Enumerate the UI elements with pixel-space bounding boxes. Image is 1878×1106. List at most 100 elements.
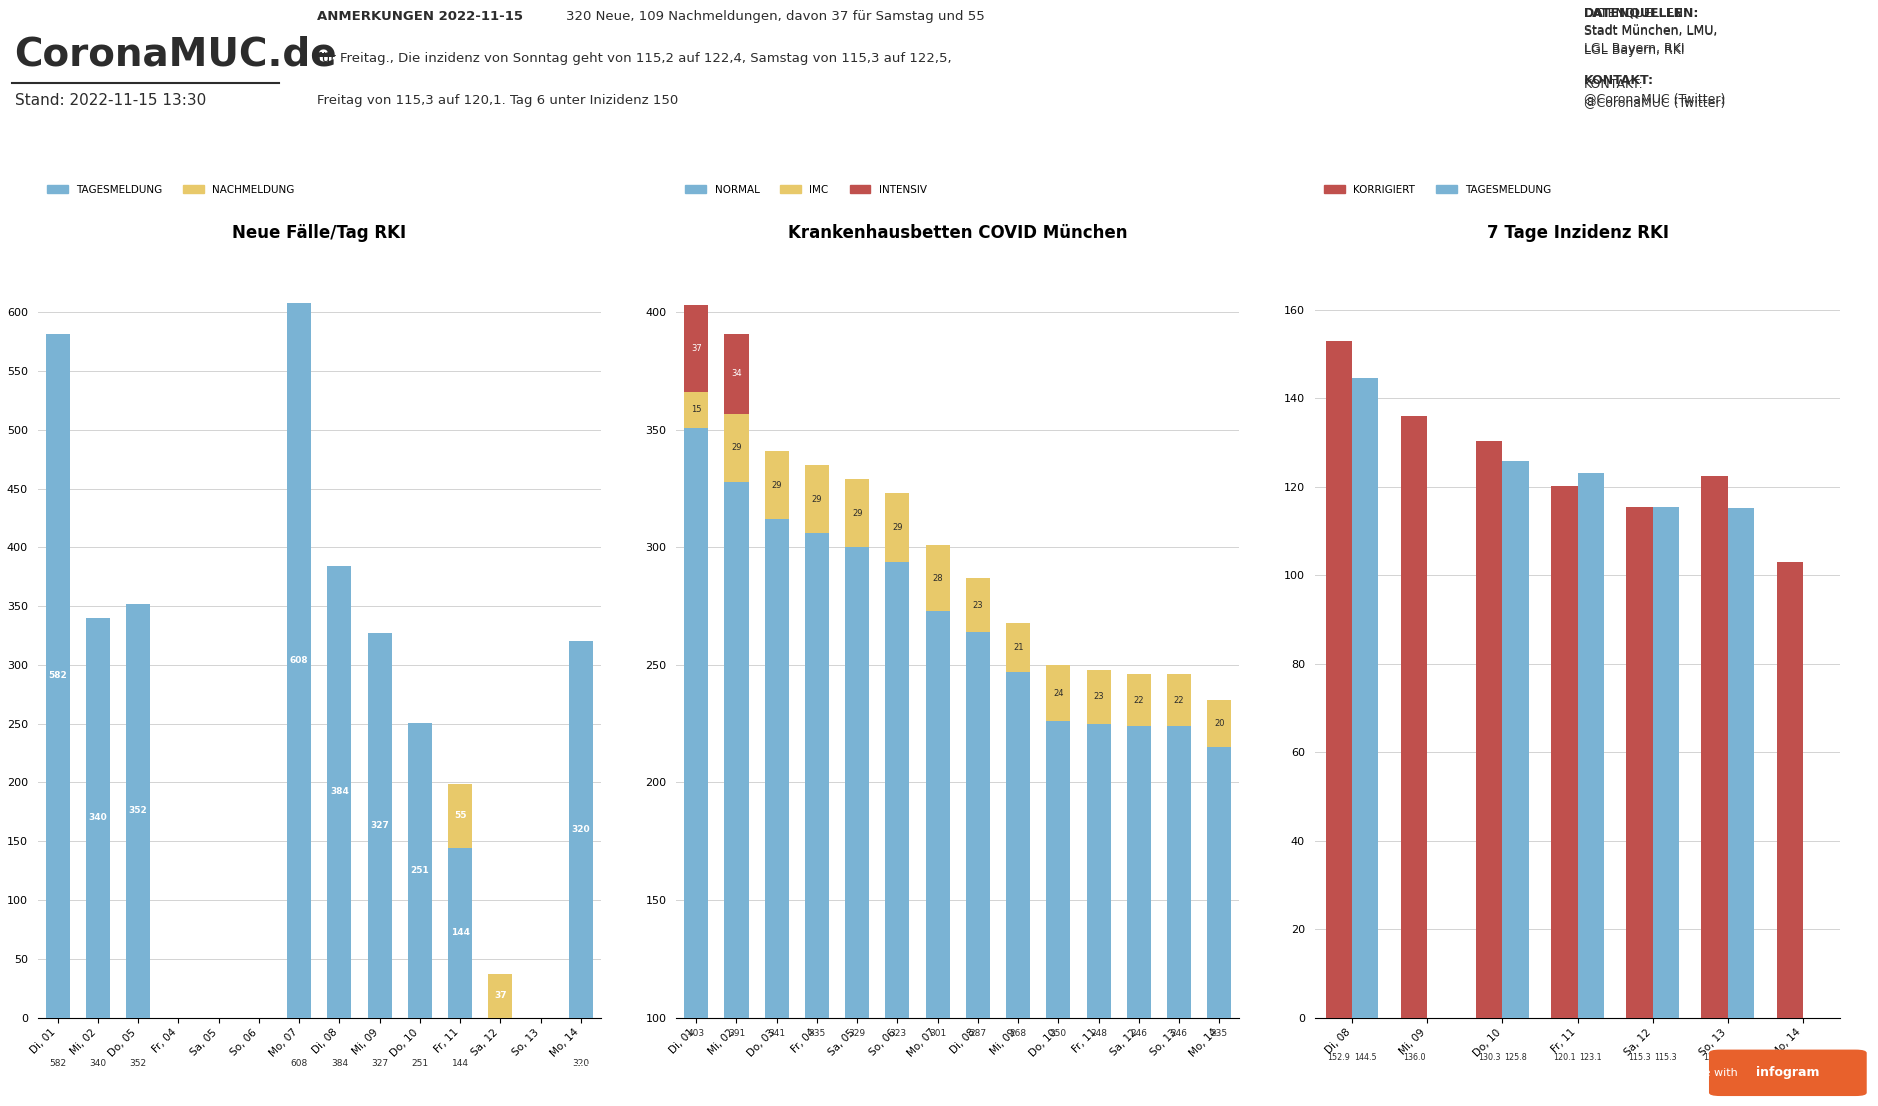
Text: 115.2: 115.2 [1730, 1053, 1752, 1062]
Text: REPRODUKTIONSWERT: REPRODUKTIONSWERT [1332, 137, 1485, 150]
Text: Di-Sa, nicht nach
Feiertagen: Di-Sa, nicht nach Feiertagen [1671, 209, 1773, 239]
Text: 37: 37 [691, 344, 702, 354]
Text: 29: 29 [811, 494, 823, 504]
Text: DATENQUELLEN:: DATENQUELLEN: [1583, 7, 1700, 20]
Bar [1087, 723, 1110, 1106]
Bar [1208, 748, 1232, 1106]
Text: +428: +428 [100, 178, 214, 216]
Bar [1046, 665, 1070, 721]
Legend: TAGESMELDUNG, NACHMELDUNG: TAGESMELDUNG, NACHMELDUNG [43, 180, 299, 199]
Text: 384: 384 [331, 1058, 347, 1067]
Text: 352: 352 [130, 1058, 146, 1067]
Text: 122.5: 122.5 [1703, 1053, 1726, 1062]
Text: 320: 320 [573, 1058, 590, 1067]
Bar [764, 519, 789, 1106]
Text: 103,0: 103,0 [1660, 178, 1782, 216]
Bar [1626, 508, 1653, 1018]
Bar [449, 784, 471, 848]
Bar [965, 578, 990, 632]
Bar [1701, 476, 1728, 1018]
Text: Gesamt: 694.673: Gesamt: 694.673 [105, 226, 208, 239]
Text: Freitag von 115,3 auf 120,1. Tag 6 unter Inizidenz 150: Freitag von 115,3 auf 120,1. Tag 6 unter… [317, 94, 678, 107]
Bar [1127, 675, 1151, 726]
Legend: KORRIGIERT, TAGESMELDUNG: KORRIGIERT, TAGESMELDUNG [1320, 180, 1555, 199]
Bar [449, 848, 471, 1018]
Legend: NORMAL, IMC, INTENSIV: NORMAL, IMC, INTENSIV [682, 180, 931, 199]
Text: @CoronaMUC (Twitter): @CoronaMUC (Twitter) [1583, 92, 1726, 105]
Text: 20: 20 [1213, 719, 1224, 728]
Text: 123.1: 123.1 [1579, 1053, 1602, 1062]
Bar [1352, 378, 1378, 1018]
Text: 250: 250 [1050, 1030, 1067, 1039]
Text: 287: 287 [969, 1030, 986, 1039]
Text: 320: 320 [571, 825, 590, 834]
Text: 582: 582 [49, 1058, 66, 1067]
Text: 34: 34 [731, 369, 742, 378]
Text: +1: +1 [439, 178, 500, 216]
Text: 352: 352 [130, 806, 148, 815]
Text: Stand: 2022-11-15 13:30: Stand: 2022-11-15 13:30 [15, 93, 207, 108]
Text: 582: 582 [49, 671, 68, 680]
Bar [45, 334, 69, 1018]
Bar [1401, 416, 1427, 1018]
FancyBboxPatch shape [1709, 1050, 1867, 1096]
Text: infogram: infogram [1756, 1066, 1820, 1079]
Text: 144: 144 [451, 928, 470, 938]
Bar [1166, 675, 1191, 726]
Text: 329: 329 [849, 1030, 866, 1039]
Text: 335: 335 [808, 1030, 826, 1039]
Text: 28: 28 [931, 574, 943, 583]
Text: Gesamt: 2.345: Gesamt: 2.345 [426, 226, 513, 239]
Bar [684, 428, 708, 1106]
Bar [1208, 700, 1232, 748]
Text: 327: 327 [372, 1058, 389, 1067]
Text: für Freitag., Die inzidenz von Sonntag geht von 115,2 auf 122,4, Samstag von 115: für Freitag., Die inzidenz von Sonntag g… [317, 52, 952, 65]
Bar [1127, 726, 1151, 1106]
Bar [1087, 669, 1110, 723]
Bar [806, 533, 828, 1106]
Text: 136.0: 136.0 [1403, 1053, 1425, 1062]
Text: ⬆ Share: ⬆ Share [38, 1066, 88, 1079]
Text: 24: 24 [1054, 689, 1063, 698]
Text: 403: 403 [687, 1030, 704, 1039]
Bar [764, 451, 789, 519]
Bar [1728, 508, 1754, 1018]
Text: DATENQUELLEN:
Stadt München, LMU,
LGL Bayern, RKI

KONTAKT:
@CoronaMUC (Twitter): DATENQUELLEN: Stadt München, LMU, LGL Ba… [1583, 7, 1726, 109]
Text: 15: 15 [691, 406, 702, 415]
Bar [408, 722, 432, 1018]
Text: 320 Neue, 109 Nachmeldungen, davon 37 für Samstag und 55: 320 Neue, 109 Nachmeldungen, davon 37 fü… [565, 10, 984, 23]
Bar [569, 641, 593, 1018]
Text: 152.9: 152.9 [1328, 1053, 1350, 1062]
Text: 235: 235 [1211, 1030, 1228, 1039]
Bar [885, 562, 909, 1106]
Bar [1007, 623, 1031, 672]
Text: 248: 248 [1089, 1030, 1108, 1039]
Text: AKTUELL INFIZIERTE*: AKTUELL INFIZIERTE* [712, 137, 853, 150]
Text: 130.3: 130.3 [1478, 1053, 1501, 1062]
Text: Quelle: CoronaMUC
LMU: 0,81 2022-11-10: Quelle: CoronaMUC LMU: 0,81 2022-11-10 [1343, 209, 1474, 239]
Text: 340: 340 [90, 1058, 107, 1067]
Text: INZIDENZ RKI: INZIDENZ RKI [1677, 137, 1767, 150]
Bar [845, 547, 870, 1106]
Text: 22: 22 [1174, 696, 1185, 705]
Text: 103.0: 103.0 [1778, 1053, 1801, 1062]
Text: 29: 29 [892, 523, 903, 532]
Bar [1578, 473, 1604, 1018]
Bar [1476, 441, 1502, 1018]
Bar [965, 632, 990, 1106]
Text: Genesene: 691.553: Genesene: 691.553 [725, 226, 839, 239]
Title: Krankenhausbetten COVID München: Krankenhausbetten COVID München [789, 223, 1127, 242]
Text: CoronaMUC.de: CoronaMUC.de [15, 35, 338, 74]
Bar [926, 545, 950, 611]
Text: 29: 29 [772, 481, 781, 490]
Text: 20: 20 [1149, 178, 1200, 212]
Text: 55: 55 [454, 812, 466, 821]
Bar [806, 466, 828, 533]
Text: 608: 608 [291, 1058, 308, 1067]
Text: ANMERKUNGEN 2022-11-15: ANMERKUNGEN 2022-11-15 [317, 10, 522, 23]
Text: TODESFÄLLE: TODESFÄLLE [428, 137, 511, 150]
Title: 7 Tage Inzidenz RKI: 7 Tage Inzidenz RKI [1487, 223, 1668, 242]
Text: Made with: Made with [1679, 1067, 1737, 1078]
Text: * Genesene:  7 Tages Durchschnitt der Summe RKI vor 10 Tagen |: * Genesene: 7 Tages Durchschnitt der Sum… [710, 1062, 1168, 1077]
Text: 251: 251 [411, 1058, 428, 1067]
